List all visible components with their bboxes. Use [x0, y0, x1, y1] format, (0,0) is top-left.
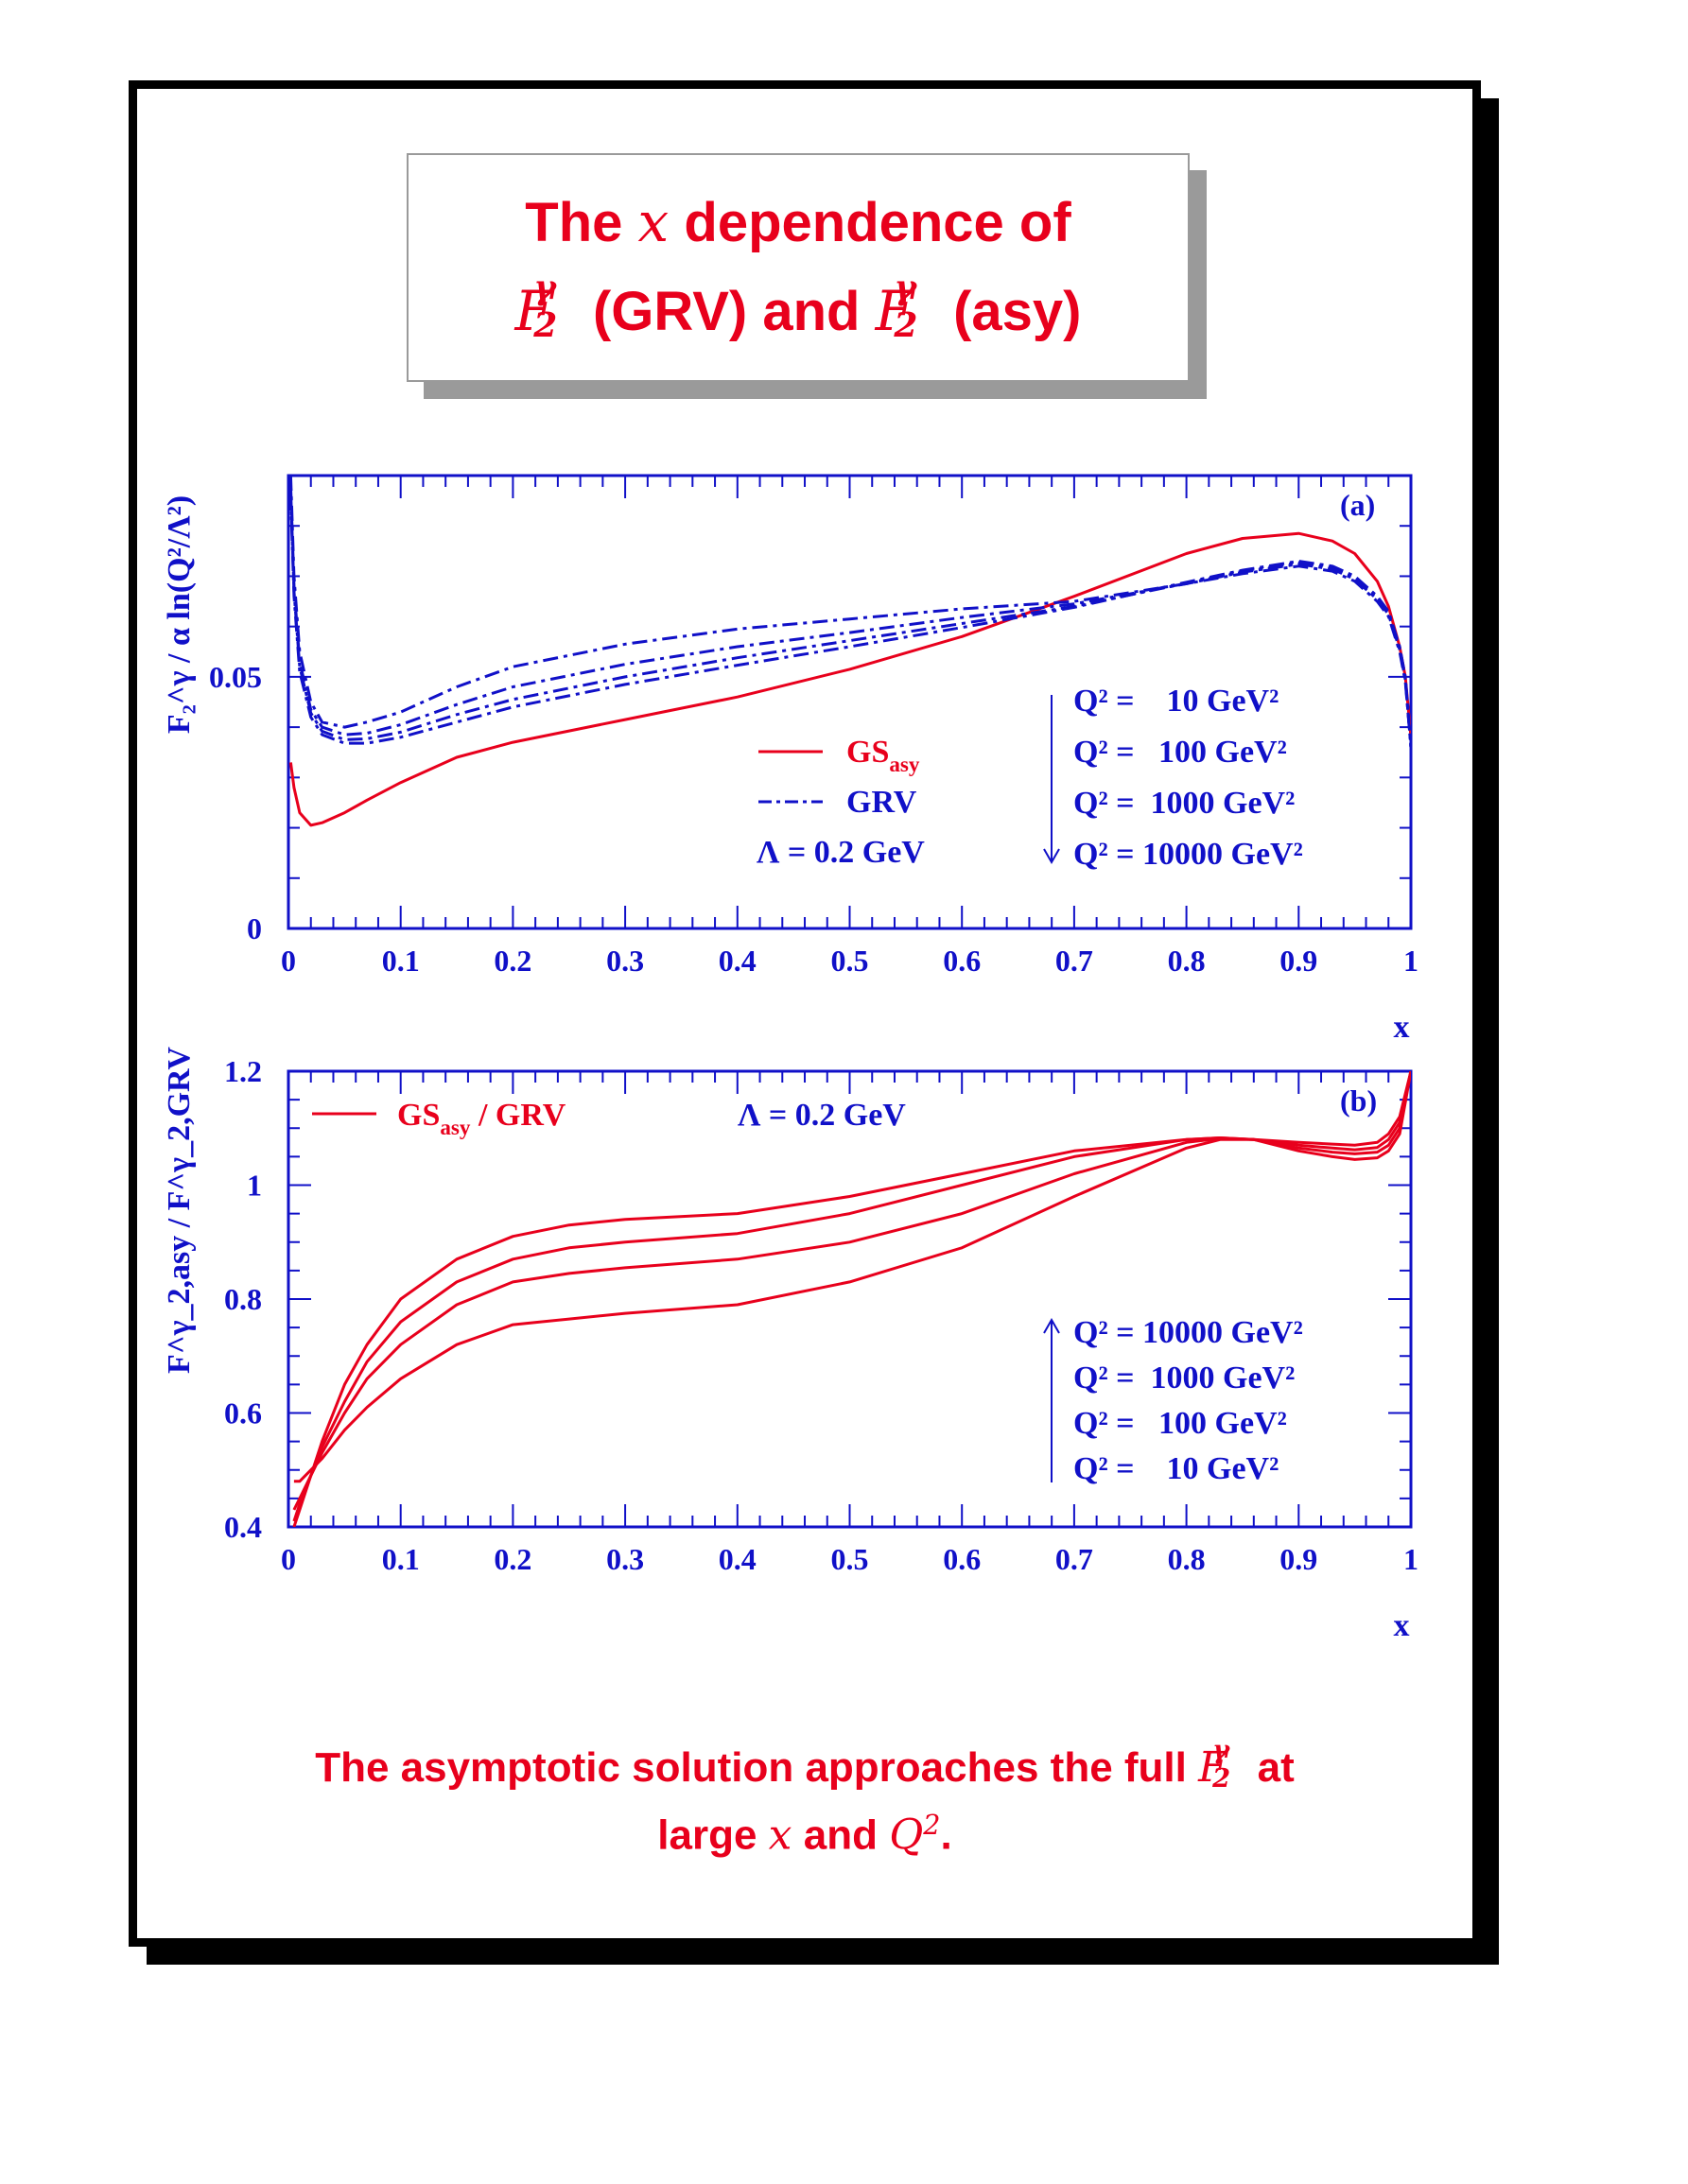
- x-tick-label: 0: [281, 944, 296, 978]
- y-tick-label: 0.8: [224, 1282, 262, 1316]
- q2-arrow-head: [1043, 848, 1060, 865]
- panel-b: 0 0.1 0.2 0.3 0.4 0.5 0.6 0.7 0.8 0.9 1 x 0.4 0.6 0.8 1…: [162, 1047, 1418, 1643]
- x-tick-label: 0.6: [943, 944, 981, 978]
- title-line-1: The x dependence of: [409, 195, 1188, 251]
- series-line-2: [288, 485, 1411, 748]
- x-tick-label: 0: [281, 1542, 296, 1576]
- panel-a: 0 0.1 0.2 0.3 0.4 0.5 0.6 0.7 0.8 0.9 1 x 0 0.05 (a) F₂…: [162, 474, 1418, 1045]
- x-tick-label: 0.1: [382, 944, 420, 978]
- x-axis-label: x: [1394, 1010, 1410, 1045]
- q2-label: Q² = 10 GeV²: [1073, 684, 1279, 719]
- x-tick-label: 0.8: [1168, 944, 1206, 978]
- x-tick-label: 0.1: [382, 1542, 420, 1576]
- x-tick-label: 1: [1403, 1542, 1418, 1576]
- q2-label: Q² = 1000 GeV²: [1073, 786, 1295, 821]
- q2-label: Q² = 10000 GeV²: [1073, 1315, 1303, 1350]
- x-tick-label: 0.5: [831, 944, 869, 978]
- footer-line-1: The asymptotic solution approaches the f…: [129, 1735, 1481, 1794]
- x-tick-label: 0.7: [1055, 1542, 1093, 1576]
- series-line-0: [292, 1071, 1411, 1527]
- footer-text-large: large: [657, 1811, 757, 1859]
- series-line-1: [292, 1071, 1411, 1522]
- x-tick-label: 0.4: [719, 1542, 757, 1576]
- y-tick-label: 0.4: [224, 1510, 262, 1544]
- y-tick-label: 0.05: [209, 660, 262, 694]
- footer-text-and: and: [803, 1811, 878, 1859]
- legend-gs-label: GSasy: [846, 735, 920, 777]
- series-line-0: [288, 531, 1411, 827]
- footer-text-a: The asymptotic solution approaches the f…: [315, 1744, 1187, 1791]
- y-axis-label: F^γ_2,asy / F^γ_2,GRV: [162, 1047, 197, 1374]
- footer-q: Q: [889, 1811, 924, 1860]
- legend-gs-label-part-0: GS: [846, 735, 889, 770]
- y-tick-label: 0.6: [224, 1396, 262, 1430]
- footer-q-exp: 2: [923, 1809, 941, 1841]
- x-tick-label: 0.5: [831, 1542, 869, 1576]
- legend-ratio-label: GSasy / GRV: [397, 1098, 566, 1140]
- title-the: The: [525, 192, 623, 253]
- x-tick-label: 0.3: [606, 944, 644, 978]
- x-tick-label: 0.2: [494, 1542, 531, 1576]
- legend-grv-label: GRV: [846, 785, 917, 820]
- x-tick-label: 1: [1403, 944, 1418, 978]
- series-line-4: [288, 495, 1411, 748]
- footer-text-at: at: [1257, 1744, 1295, 1791]
- x-tick-label: 0.9: [1279, 1542, 1317, 1576]
- q2-arrow-head: [1043, 1317, 1060, 1334]
- title-x: x: [637, 190, 670, 254]
- x-axis-label: x: [1394, 1608, 1410, 1643]
- q2-label: Q² = 10 GeV²: [1073, 1451, 1279, 1486]
- x-tick-label: 0.2: [494, 944, 531, 978]
- x-tick-label: 0.9: [1279, 944, 1317, 978]
- x-tick-label: 0.6: [943, 1542, 981, 1576]
- series-line-3: [293, 1071, 1411, 1483]
- legend-ratio-label-part-1: asy: [440, 1116, 471, 1140]
- title-grv-and: (GRV) and: [592, 281, 861, 342]
- legend-ratio-label-part-2: / GRV: [470, 1098, 566, 1133]
- y-tick-label: 1: [247, 1169, 262, 1203]
- y-axis-label: F₂^γ / α ln(Q²/Λ²): [162, 495, 197, 734]
- legend-gs-label-part-1: asy: [889, 753, 920, 777]
- footer-period: .: [940, 1811, 952, 1859]
- x-tick-label: 0.7: [1055, 944, 1093, 978]
- lambda-label: Λ = 0.2 GeV: [738, 1098, 906, 1133]
- footer-x: x: [768, 1811, 792, 1860]
- q2-label: Q² = 100 GeV²: [1073, 1406, 1287, 1441]
- x-tick-label: 0.8: [1168, 1542, 1206, 1576]
- title-dependence: dependence of: [684, 192, 1071, 253]
- y-tick-label: 0: [247, 911, 262, 945]
- q2-label: Q² = 10000 GeV²: [1073, 837, 1303, 872]
- q2-label: Q² = 1000 GeV²: [1073, 1361, 1295, 1395]
- x-tick-label: 0.3: [606, 1542, 644, 1576]
- footer-line-2: large x and Q2.: [129, 1811, 1481, 1857]
- panel-label: (a): [1340, 488, 1375, 522]
- lambda-label: Λ = 0.2 GeV: [757, 835, 925, 870]
- panel-label: (b): [1340, 1083, 1377, 1118]
- series-line-2: [292, 1071, 1411, 1511]
- legend-ratio-label-part-0: GS: [397, 1098, 440, 1133]
- q2-label: Q² = 100 GeV²: [1073, 735, 1287, 770]
- x-tick-label: 0.4: [719, 944, 757, 978]
- series-line-3: [288, 490, 1411, 748]
- title-asy: (asy): [953, 281, 1082, 342]
- y-tick-label: 1.2: [224, 1054, 262, 1088]
